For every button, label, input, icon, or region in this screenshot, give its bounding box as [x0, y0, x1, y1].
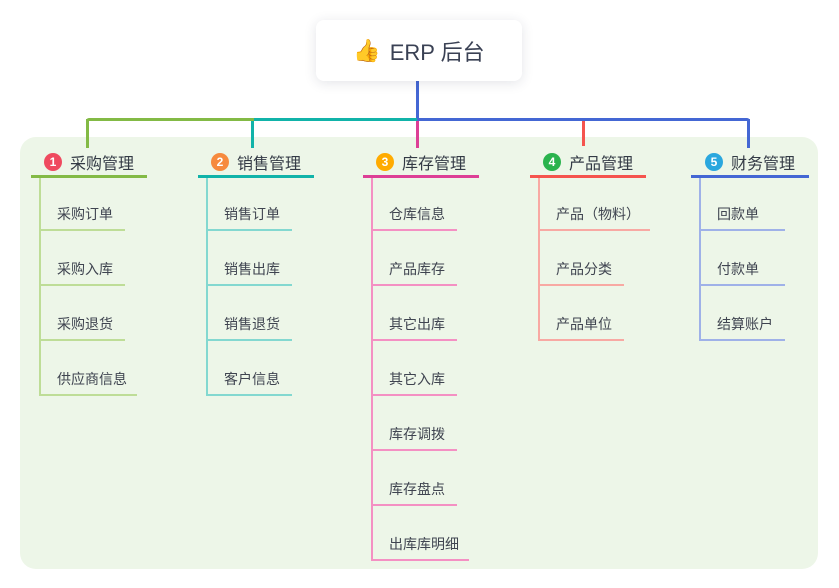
thumbs-up-icon: 👍 [353, 37, 381, 63]
node-purchase-return[interactable]: 采购退货 [39, 316, 125, 341]
node-sales-order[interactable]: 销售订单 [206, 206, 292, 231]
branch3-child-connector [371, 178, 373, 560]
node-other-inbound[interactable]: 其它入库 [371, 371, 457, 396]
badge-3: 3 [375, 152, 394, 171]
node-stock-transfer[interactable]: 库存调拨 [371, 426, 457, 451]
branch-title-finance[interactable]: 5 财务管理 [691, 148, 809, 178]
node-purchase-inbound[interactable]: 采购入库 [39, 261, 125, 286]
branch-title-label: 采购管理 [69, 155, 134, 173]
branch-title-label: 销售管理 [236, 155, 301, 173]
node-sales-return[interactable]: 销售退货 [206, 316, 292, 341]
branch-title-inventory[interactable]: 3 库存管理 [363, 148, 479, 178]
branch-title-purchase[interactable]: 1 采购管理 [31, 148, 147, 178]
branch4-child-connector [538, 178, 540, 341]
rail-segment-blue [417, 118, 750, 121]
node-product-unit[interactable]: 产品单位 [538, 316, 624, 341]
node-receipt-bill[interactable]: 回款单 [699, 206, 785, 231]
root-node[interactable]: 👍 ERP 后台 [316, 20, 522, 81]
node-stock-count[interactable]: 库存盘点 [371, 481, 457, 506]
node-customer-info[interactable]: 客户信息 [206, 371, 292, 396]
node-purchase-order[interactable]: 采购订单 [39, 206, 125, 231]
badge-2: 2 [210, 152, 229, 171]
node-supplier-info[interactable]: 供应商信息 [39, 371, 137, 396]
branch1-drop-line [86, 119, 89, 148]
branch-title-label: 产品管理 [568, 155, 633, 173]
branches-panel [20, 137, 818, 569]
branch-title-label: 财务管理 [730, 155, 795, 173]
root-title: ERP 后台 [389, 39, 485, 65]
branch5-drop-line [747, 119, 750, 148]
branch-title-product[interactable]: 4 产品管理 [530, 148, 646, 178]
root-connector-line [416, 81, 419, 121]
badge-4: 4 [542, 152, 561, 171]
branch2-drop-line [251, 121, 254, 148]
badge-5: 5 [704, 152, 723, 171]
rail-segment-green [86, 118, 254, 121]
node-outbound-detail[interactable]: 出库库明细 [371, 536, 469, 561]
node-payment-bill[interactable]: 付款单 [699, 261, 785, 286]
branch-title-label: 库存管理 [401, 155, 466, 173]
node-product-material[interactable]: 产品（物料） [538, 206, 650, 231]
rail-segment-teal [254, 118, 417, 121]
node-product-stock[interactable]: 产品库存 [371, 261, 457, 286]
node-product-category[interactable]: 产品分类 [538, 261, 624, 286]
node-warehouse-info[interactable]: 仓库信息 [371, 206, 457, 231]
node-other-outbound[interactable]: 其它出库 [371, 316, 457, 341]
branch-title-sales[interactable]: 2 销售管理 [198, 148, 314, 178]
branch1-child-connector [39, 178, 41, 395]
node-settlement-account[interactable]: 结算账户 [699, 316, 785, 341]
badge-1: 1 [43, 152, 62, 171]
branch2-child-connector [206, 178, 208, 395]
branch4-drop-line [582, 121, 585, 146]
branch3-drop-line [416, 121, 419, 148]
branch5-child-connector [699, 178, 701, 341]
node-sales-outbound[interactable]: 销售出库 [206, 261, 292, 286]
